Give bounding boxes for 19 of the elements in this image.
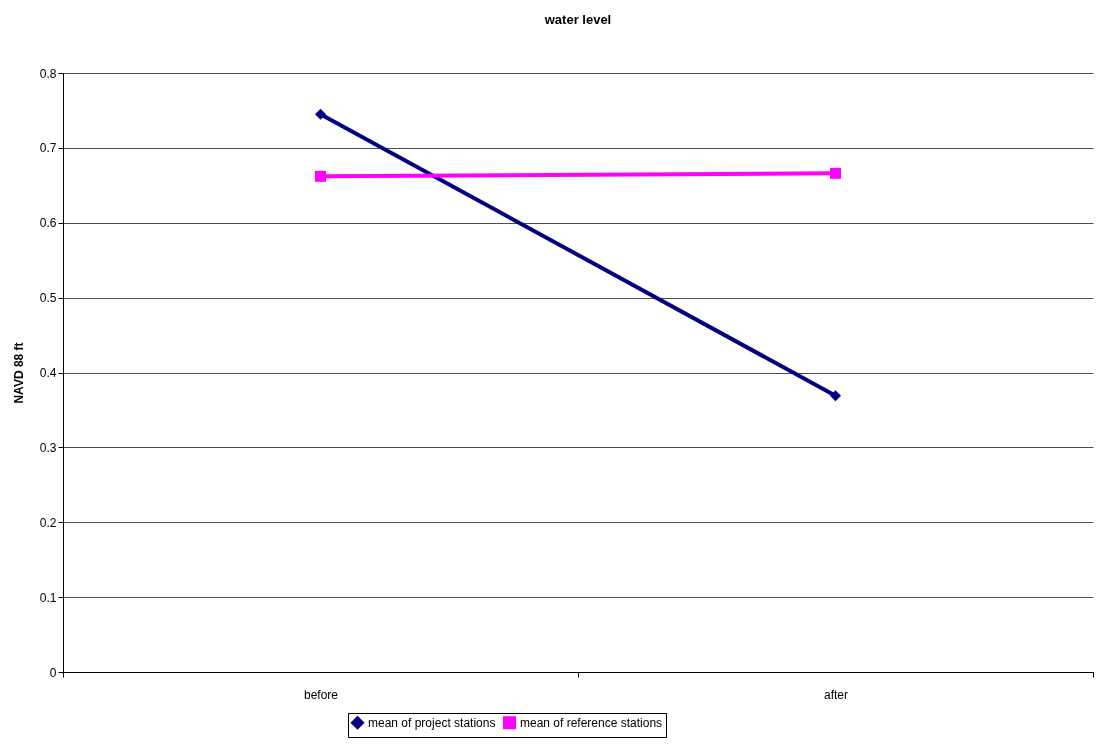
y-tick-label: 0.4 xyxy=(39,366,57,380)
legend-label: mean of reference stations xyxy=(520,715,663,730)
x-tick-label: after xyxy=(823,687,849,702)
point xyxy=(315,170,326,182)
legend-label: mean of project stations xyxy=(368,715,496,730)
y-tick-label: 0.6 xyxy=(39,216,57,231)
y-tick-label: 0.3 xyxy=(39,440,57,455)
y-tick-label: 0 xyxy=(49,665,57,680)
point xyxy=(830,167,841,179)
point xyxy=(830,390,841,402)
x-tick-label: before xyxy=(303,687,339,702)
y-tick-label: 0.8 xyxy=(39,66,57,81)
y-tick-label: 0.5 xyxy=(39,291,57,306)
chart-title: water level xyxy=(543,12,612,27)
y-tick-label: 0.2 xyxy=(39,515,57,530)
y-tick-label: 0.7 xyxy=(39,141,57,156)
y-tick-label: 0.1 xyxy=(39,590,57,605)
point xyxy=(315,108,326,120)
y-axis-title: NAVD 88 ft xyxy=(11,342,26,404)
